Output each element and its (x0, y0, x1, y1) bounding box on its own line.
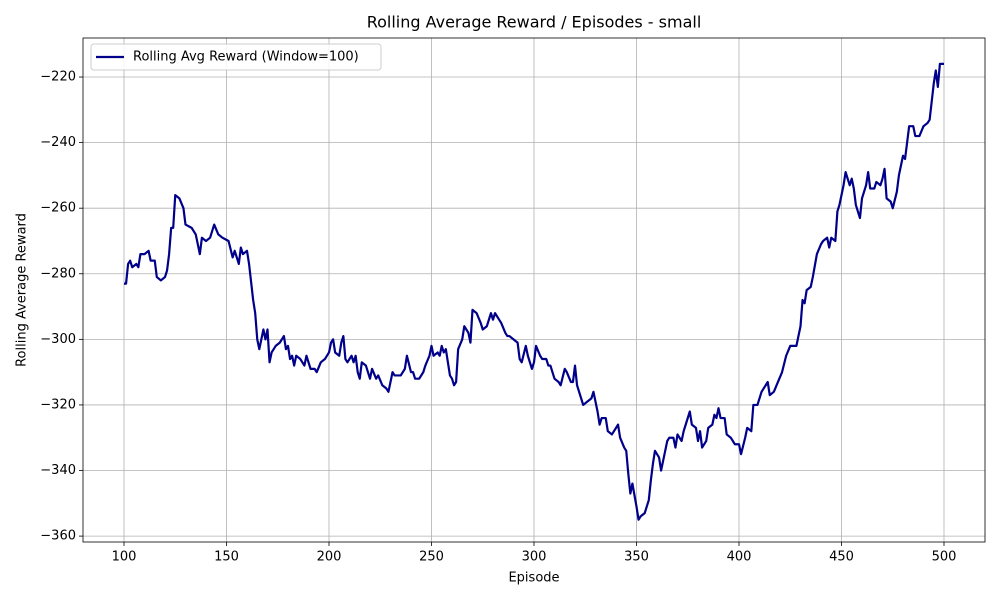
y-tick-label: −340 (40, 463, 76, 478)
x-tick-label: 400 (727, 550, 752, 565)
y-tick-label: −220 (40, 70, 76, 85)
y-tick-label: −260 (40, 201, 76, 216)
x-axis-label: Episode (508, 571, 559, 586)
data-line (124, 62, 944, 521)
plot-frame (82, 37, 986, 543)
x-tick-label: 300 (522, 550, 547, 565)
y-axis-label: Rolling Average Reward (15, 213, 30, 367)
legend: Rolling Avg Reward (Window=100) (90, 43, 382, 71)
x-tick-label: 350 (624, 550, 649, 565)
y-tick-label: −320 (40, 397, 76, 412)
x-tick-label: 150 (214, 550, 239, 565)
x-tick-label: 500 (932, 550, 957, 565)
x-tick-label: 450 (829, 550, 854, 565)
x-tick-label: 250 (419, 550, 444, 565)
y-tick-label: −300 (40, 332, 76, 347)
y-tick-label: −240 (40, 135, 76, 150)
x-tick-label: 200 (317, 550, 342, 565)
y-tick-label: −280 (40, 266, 76, 281)
legend-label: Rolling Avg Reward (Window=100) (133, 50, 359, 65)
y-tick-label: −360 (40, 529, 76, 544)
x-tick-label: 100 (112, 550, 137, 565)
legend-box (90, 43, 382, 71)
chart-title: Rolling Average Reward / Episodes - smal… (367, 13, 702, 32)
